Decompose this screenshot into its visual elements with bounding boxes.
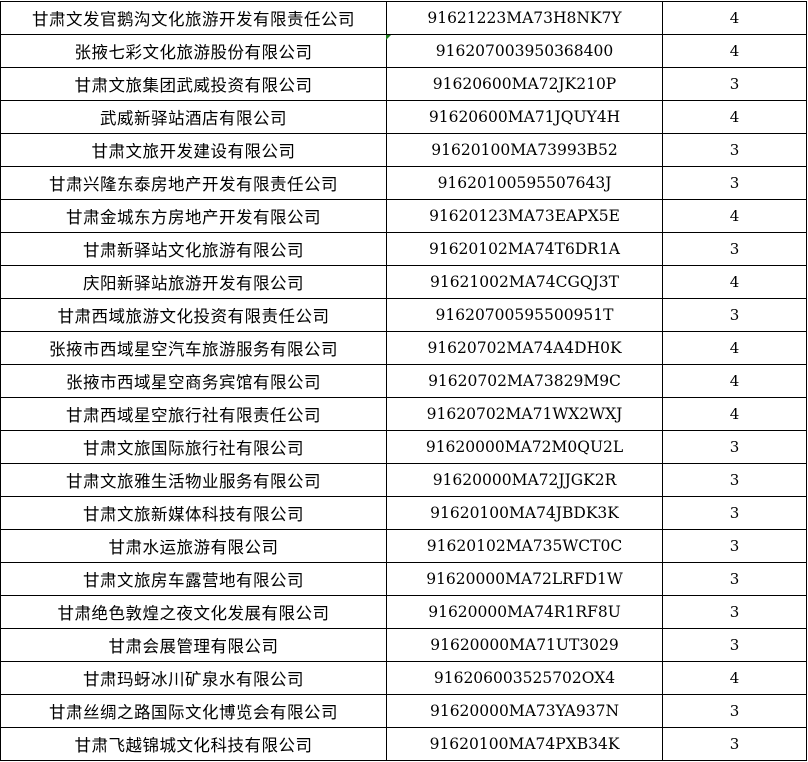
value-cell[interactable]: 3 — [662, 166, 807, 200]
table-row: 甘肃西域星空旅行社有限责任公司 91620702MA71WX2WXJ 4 — [0, 397, 807, 431]
value-cell[interactable]: 4 — [662, 265, 807, 299]
company-name-cell[interactable]: 甘肃文发官鹅沟文化旅游开发有限责任公司 — [0, 1, 387, 35]
table-row: 甘肃文旅雅生活物业服务有限公司 91620000MA72JJGK2R 3 — [0, 463, 807, 497]
table-row: 庆阳新驿站旅游开发有限公司 91621002MA74CGQJ3T 4 — [0, 265, 807, 299]
table-row: 甘肃文旅国际旅行社有限公司 91620000MA72M0QU2L 3 — [0, 430, 807, 464]
value-cell[interactable]: 4 — [662, 1, 807, 35]
table-row: 甘肃绝色敦煌之夜文化发展有限公司 91620000MA74R1RF8U 3 — [0, 595, 807, 629]
table-row: 甘肃玛蚜冰川矿泉水有限公司 916206003525702OX4 4 — [0, 661, 807, 695]
value-cell[interactable]: 3 — [662, 694, 807, 728]
credit-code-cell[interactable]: 91620000MA72LRFD1W — [386, 562, 663, 596]
value-cell[interactable]: 3 — [662, 628, 807, 662]
table-row: 甘肃水运旅游有限公司 91620102MA735WCT0C 3 — [0, 529, 807, 563]
credit-code-cell[interactable]: 916206003525702OX4 — [386, 661, 663, 695]
credit-code-cell[interactable]: 91620600MA71JQUY4H — [386, 100, 663, 134]
value-cell[interactable]: 4 — [662, 331, 807, 365]
credit-code-cell[interactable]: 916207003950368400 — [386, 34, 663, 68]
company-name-cell[interactable]: 甘肃丝绸之路国际文化博览会有限公司 — [0, 694, 387, 728]
value-cell[interactable]: 3 — [662, 133, 807, 167]
company-name-cell[interactable]: 甘肃文旅开发建设有限公司 — [0, 133, 387, 167]
value-cell[interactable]: 4 — [662, 661, 807, 695]
company-name-cell[interactable]: 武威新驿站酒店有限公司 — [0, 100, 387, 134]
value-cell[interactable]: 3 — [662, 562, 807, 596]
cell-error-indicator-icon[interactable] — [386, 35, 391, 40]
credit-code-cell[interactable]: 91620000MA72JJGK2R — [386, 463, 663, 497]
value-cell[interactable]: 4 — [662, 397, 807, 431]
company-name-cell[interactable]: 甘肃玛蚜冰川矿泉水有限公司 — [0, 661, 387, 695]
credit-code-cell[interactable]: 91620123MA73EAPX5E — [386, 199, 663, 233]
value-cell[interactable]: 3 — [662, 727, 807, 761]
company-name-cell[interactable]: 甘肃金城东方房地产开发有限公司 — [0, 199, 387, 233]
credit-code-cell[interactable]: 91620000MA71UT3029 — [386, 628, 663, 662]
company-name-cell[interactable]: 甘肃飞越锦城文化科技有限公司 — [0, 727, 387, 761]
table-row: 甘肃会展管理有限公司 91620000MA71UT3029 3 — [0, 628, 807, 662]
company-name-cell[interactable]: 甘肃西域星空旅行社有限责任公司 — [0, 397, 387, 431]
credit-code-cell[interactable]: 91620100MA74JBDK3K — [386, 496, 663, 530]
value-cell[interactable]: 4 — [662, 364, 807, 398]
company-name-cell[interactable]: 甘肃文旅国际旅行社有限公司 — [0, 430, 387, 464]
credit-code-cell[interactable]: 91621223MA73H8NK7Y — [386, 1, 663, 35]
table-row: 张掖市西域星空汽车旅游服务有限公司 91620702MA74A4DH0K 4 — [0, 331, 807, 365]
credit-code-cell[interactable]: 91620100595507643J — [386, 166, 663, 200]
value-cell[interactable]: 4 — [662, 34, 807, 68]
value-cell[interactable]: 3 — [662, 529, 807, 563]
company-name-cell[interactable]: 甘肃西域旅游文化投资有限责任公司 — [0, 298, 387, 332]
table-row: 甘肃文旅开发建设有限公司 91620100MA73993B52 3 — [0, 133, 807, 167]
table-row: 甘肃金城东方房地产开发有限公司 91620123MA73EAPX5E 4 — [0, 199, 807, 233]
value-cell[interactable]: 3 — [662, 595, 807, 629]
table-row: 甘肃新驿站文化旅游有限公司 91620102MA74T6DR1A 3 — [0, 232, 807, 266]
table-row: 甘肃飞越锦城文化科技有限公司 91620100MA74PXB34K 3 — [0, 727, 807, 761]
company-name-cell[interactable]: 庆阳新驿站旅游开发有限公司 — [0, 265, 387, 299]
value-cell[interactable]: 3 — [662, 298, 807, 332]
company-name-cell[interactable]: 甘肃绝色敦煌之夜文化发展有限公司 — [0, 595, 387, 629]
company-name-cell[interactable]: 甘肃文旅房车露营地有限公司 — [0, 562, 387, 596]
value-cell[interactable]: 4 — [662, 199, 807, 233]
value-cell[interactable]: 3 — [662, 430, 807, 464]
company-name-cell[interactable]: 甘肃兴隆东泰房地产开发有限责任公司 — [0, 166, 387, 200]
table-row: 张掖市西域星空商务宾馆有限公司 91620702MA73829M9C 4 — [0, 364, 807, 398]
value-cell[interactable]: 3 — [662, 496, 807, 530]
company-name-cell[interactable]: 甘肃文旅集团武威投资有限公司 — [0, 67, 387, 101]
company-name-cell[interactable]: 甘肃文旅新媒体科技有限公司 — [0, 496, 387, 530]
company-name-cell[interactable]: 甘肃新驿站文化旅游有限公司 — [0, 232, 387, 266]
company-name-cell[interactable]: 张掖市西域星空商务宾馆有限公司 — [0, 364, 387, 398]
table-row: 甘肃文发官鹅沟文化旅游开发有限责任公司 91621223MA73H8NK7Y 4 — [0, 1, 807, 35]
table-row: 甘肃西域旅游文化投资有限责任公司 91620700595500951T 3 — [0, 298, 807, 332]
table-row: 武威新驿站酒店有限公司 91620600MA71JQUY4H 4 — [0, 100, 807, 134]
credit-code-cell[interactable]: 91620102MA735WCT0C — [386, 529, 663, 563]
credit-code-cell[interactable]: 91620700595500951T — [386, 298, 663, 332]
credit-code-cell[interactable]: 91620702MA71WX2WXJ — [386, 397, 663, 431]
credit-code-cell[interactable]: 91620000MA72M0QU2L — [386, 430, 663, 464]
credit-code-cell[interactable]: 91620100MA74PXB34K — [386, 727, 663, 761]
credit-code-cell[interactable]: 91620000MA73YA937N — [386, 694, 663, 728]
value-cell[interactable]: 4 — [662, 100, 807, 134]
company-name-cell[interactable]: 张掖市西域星空汽车旅游服务有限公司 — [0, 331, 387, 365]
value-cell[interactable]: 3 — [662, 232, 807, 266]
company-name-cell[interactable]: 甘肃水运旅游有限公司 — [0, 529, 387, 563]
credit-code-cell[interactable]: 91620102MA74T6DR1A — [386, 232, 663, 266]
company-name-cell[interactable]: 张掖七彩文化旅游股份有限公司 — [0, 34, 387, 68]
company-name-cell[interactable]: 甘肃会展管理有限公司 — [0, 628, 387, 662]
table-row: 甘肃文旅集团武威投资有限公司 91620600MA72JK210P 3 — [0, 67, 807, 101]
credit-code-cell[interactable]: 91620702MA73829M9C — [386, 364, 663, 398]
table-row: 甘肃丝绸之路国际文化博览会有限公司 91620000MA73YA937N 3 — [0, 694, 807, 728]
value-cell[interactable]: 3 — [662, 463, 807, 497]
table-row: 张掖七彩文化旅游股份有限公司 916207003950368400 4 — [0, 34, 807, 68]
company-name-cell[interactable]: 甘肃文旅雅生活物业服务有限公司 — [0, 463, 387, 497]
credit-code-cell[interactable]: 91620702MA74A4DH0K — [386, 331, 663, 365]
table-row: 甘肃文旅新媒体科技有限公司 91620100MA74JBDK3K 3 — [0, 496, 807, 530]
table-row: 甘肃文旅房车露营地有限公司 91620000MA72LRFD1W 3 — [0, 562, 807, 596]
credit-code-cell[interactable]: 91620600MA72JK210P — [386, 67, 663, 101]
table-row: 甘肃兴隆东泰房地产开发有限责任公司 91620100595507643J 3 — [0, 166, 807, 200]
credit-code-cell[interactable]: 91620100MA73993B52 — [386, 133, 663, 167]
credit-code-cell[interactable]: 91621002MA74CGQJ3T — [386, 265, 663, 299]
value-cell[interactable]: 3 — [662, 67, 807, 101]
credit-code-cell[interactable]: 91620000MA74R1RF8U — [386, 595, 663, 629]
